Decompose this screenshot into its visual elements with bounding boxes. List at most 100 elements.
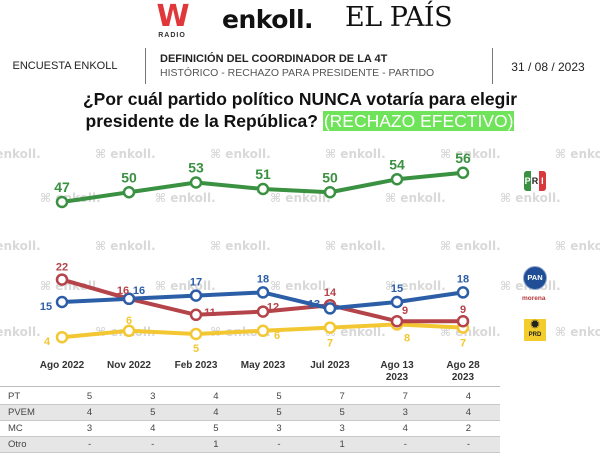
watermark-text: ⌘ enkoll. bbox=[210, 147, 271, 161]
watermark-text: ⌘ enkoll. bbox=[40, 191, 101, 205]
table-row-label: MC bbox=[0, 420, 58, 437]
watermark-text: ⌘ enkoll. bbox=[0, 325, 41, 339]
data-label-prd: 8 bbox=[404, 332, 410, 344]
data-label-pan: 18 bbox=[457, 273, 469, 285]
data-point-prd bbox=[323, 321, 337, 334]
question-line-2: presidente de la República? (RECHAZO EFE… bbox=[20, 110, 580, 132]
table-cell: 3 bbox=[247, 420, 311, 437]
watermark-text: ⌘ enkoll. bbox=[95, 147, 156, 161]
table-row-label: PT bbox=[0, 389, 58, 405]
data-point-pan bbox=[456, 286, 470, 299]
data-point-prd bbox=[256, 324, 270, 338]
survey-name: ENCUESTA ENKOLL bbox=[12, 60, 118, 72]
data-point-morena bbox=[456, 314, 470, 328]
table-cell: 7 bbox=[373, 389, 437, 405]
x-tick-label: Feb 2023 bbox=[174, 360, 218, 371]
table-cell: 4 bbox=[436, 389, 500, 405]
table-cell: - bbox=[373, 436, 437, 453]
table-cell: 2 bbox=[436, 420, 500, 437]
pri-logo-r: R bbox=[531, 171, 539, 191]
prd-sun-icon: ✹ bbox=[530, 319, 540, 331]
w-radio-logo: W RADIO bbox=[152, 2, 192, 42]
data-label-pan: 15 bbox=[40, 301, 52, 313]
table-cell: 4 bbox=[121, 420, 185, 437]
data-point-morena bbox=[189, 308, 203, 322]
data-label-prd: 4 bbox=[44, 336, 51, 348]
data-label-pri: 47 bbox=[54, 179, 70, 195]
header-divider bbox=[492, 48, 493, 84]
watermark-text: ⌘ enkoll. bbox=[385, 279, 446, 293]
data-point-pan bbox=[122, 292, 136, 306]
watermark-text: ⌘ enkoll. bbox=[385, 191, 446, 205]
data-point-pri bbox=[390, 173, 404, 186]
data-point-pri bbox=[456, 166, 470, 179]
header-divider bbox=[145, 48, 146, 84]
survey-date: 31 / 08 / 2023 bbox=[511, 60, 585, 74]
table-row: PT 5 3 4 5 7 7 4 bbox=[0, 389, 500, 405]
pan-logo-icon: PAN bbox=[523, 266, 547, 290]
data-label-pan: 13 bbox=[308, 298, 320, 310]
data-label-pri: 50 bbox=[121, 169, 137, 185]
table-cell: 3 bbox=[373, 404, 437, 421]
watermark-text: ⌘ enkoll. bbox=[325, 147, 386, 161]
x-tick-label: Nov 2022 bbox=[107, 360, 151, 371]
data-point-prd bbox=[55, 330, 69, 344]
data-point-pan bbox=[390, 295, 404, 309]
pri-logo-icon: P R I bbox=[524, 171, 546, 191]
data-point-pan bbox=[256, 286, 270, 299]
watermark-text: ⌘ enkoll. bbox=[0, 239, 41, 253]
table-row: PVEM 4 5 4 5 5 3 4 bbox=[0, 404, 500, 421]
watermark-text: ⌘ enkoll. bbox=[40, 279, 101, 293]
table-cell: 5 bbox=[310, 404, 374, 421]
data-label-prd: 6 bbox=[126, 315, 132, 327]
morena-logo-icon: morena bbox=[522, 295, 546, 302]
data-label-pan: 16 bbox=[133, 285, 145, 297]
other-parties-table: PT 5 3 4 5 7 7 4 PVEM 4 5 4 5 5 3 4 MC 3 4 5 3 3 4 2 Otro - -1-1- - bbox=[0, 389, 500, 453]
data-point-morena bbox=[256, 305, 270, 318]
table-cell: 4 bbox=[184, 404, 248, 421]
data-point-prd bbox=[122, 324, 136, 338]
x-tick-label: Ago 2022 bbox=[39, 360, 85, 371]
table-cell: - bbox=[58, 436, 122, 453]
table-cell: 1 bbox=[310, 436, 374, 453]
data-point-pri bbox=[256, 182, 270, 196]
watermark-text: ⌘ enkoll. bbox=[500, 191, 561, 205]
data-point-prd bbox=[189, 327, 203, 341]
table-cell: 5 bbox=[247, 404, 311, 421]
data-label-pri: 53 bbox=[188, 160, 204, 176]
data-point-morena bbox=[390, 314, 404, 328]
data-label-morena: 12 bbox=[267, 302, 279, 314]
table-cell: 3 bbox=[58, 420, 122, 437]
table-cell: - bbox=[436, 436, 500, 453]
data-label-pri: 50 bbox=[322, 169, 338, 185]
data-label-morena: 11 bbox=[204, 307, 216, 319]
data-label-prd: 5 bbox=[193, 343, 199, 355]
header-subtitle: HISTÓRICO - RECHAZO PARA PRESIDENTE - PA… bbox=[160, 67, 435, 79]
data-label-pri: 54 bbox=[389, 156, 405, 172]
table-row-label: PVEM bbox=[0, 404, 58, 421]
watermark-text: ⌘ enkoll. bbox=[270, 191, 331, 205]
x-tick-label: Jul 2023 bbox=[310, 360, 350, 371]
table-cell: 1 bbox=[184, 436, 248, 453]
x-tick-label: May 2023 bbox=[240, 360, 286, 371]
data-label-pan: 15 bbox=[391, 283, 403, 295]
table-cell: 5 bbox=[247, 389, 311, 405]
x-tick-label: Ago 13 2023 bbox=[380, 360, 414, 383]
watermark-text: ⌘ enkoll. bbox=[155, 279, 216, 293]
data-label-morena: 9 bbox=[460, 304, 466, 316]
data-label-morena: 9 bbox=[402, 305, 408, 317]
data-point-pan bbox=[189, 289, 203, 302]
watermark-text: ⌘ enkoll. bbox=[270, 279, 331, 293]
data-point-morena bbox=[55, 273, 69, 286]
watermark-text: ⌘ enkoll. bbox=[210, 239, 271, 253]
table-cell: 4 bbox=[58, 404, 122, 421]
data-label-prd: 7 bbox=[460, 338, 466, 350]
data-label-morena: 22 bbox=[56, 262, 68, 274]
w-radio-logo-mark: W bbox=[156, 0, 189, 34]
table-cell: - bbox=[247, 436, 311, 453]
watermark-text: ⌘ enkoll. bbox=[0, 147, 41, 161]
data-label-pri: 51 bbox=[255, 166, 271, 182]
table-cell: 5 bbox=[184, 420, 248, 437]
series-points bbox=[55, 166, 470, 344]
